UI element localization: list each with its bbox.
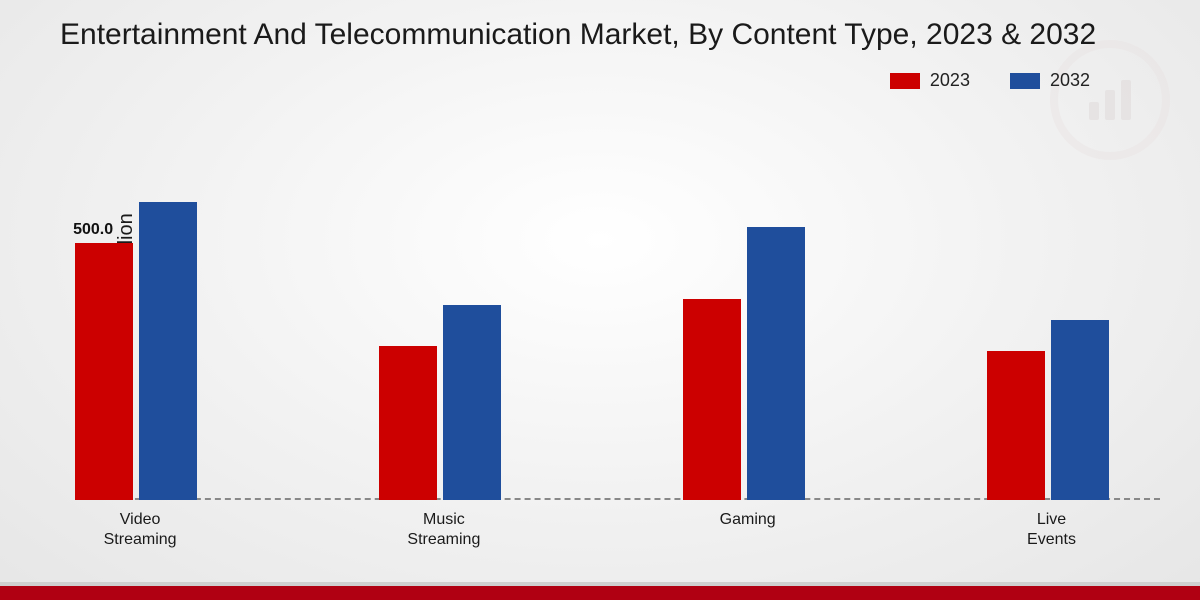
bar-value-label: 500.0 xyxy=(73,221,113,239)
bar-group xyxy=(987,320,1117,500)
legend-label-2032: 2032 xyxy=(1050,70,1090,91)
legend-swatch-2023 xyxy=(890,73,920,89)
bar-2032 xyxy=(747,227,805,500)
x-tick-label: MusicStreaming xyxy=(407,510,480,550)
bar-2032 xyxy=(443,305,501,500)
chart-title: Entertainment And Telecommunication Mark… xyxy=(60,18,1200,52)
x-tick-label: VideoStreaming xyxy=(104,510,177,550)
x-tick-label: Gaming xyxy=(720,510,776,530)
bar-2023 xyxy=(379,346,437,500)
footer-bar xyxy=(0,586,1200,600)
legend-item-2032: 2032 xyxy=(1010,70,1090,91)
bar-2023 xyxy=(75,243,133,500)
x-tick-label: LiveEvents xyxy=(1027,510,1076,550)
bar-2032 xyxy=(139,202,197,500)
bar-2023 xyxy=(683,299,741,500)
x-axis-labels: VideoStreaming MusicStreaming Gaming LiveEv… xyxy=(75,502,1160,552)
bar-group xyxy=(683,227,813,500)
bar-2023 xyxy=(987,351,1045,500)
bar-group xyxy=(379,305,509,500)
legend-item-2023: 2023 xyxy=(890,70,970,91)
bar-group: 500.0 xyxy=(75,202,205,500)
legend: 2023 2032 xyxy=(890,70,1090,91)
legend-swatch-2032 xyxy=(1010,73,1040,89)
plot-area: 500.0 xyxy=(75,140,1160,500)
bar-2032 xyxy=(1051,320,1109,500)
legend-label-2023: 2023 xyxy=(930,70,970,91)
